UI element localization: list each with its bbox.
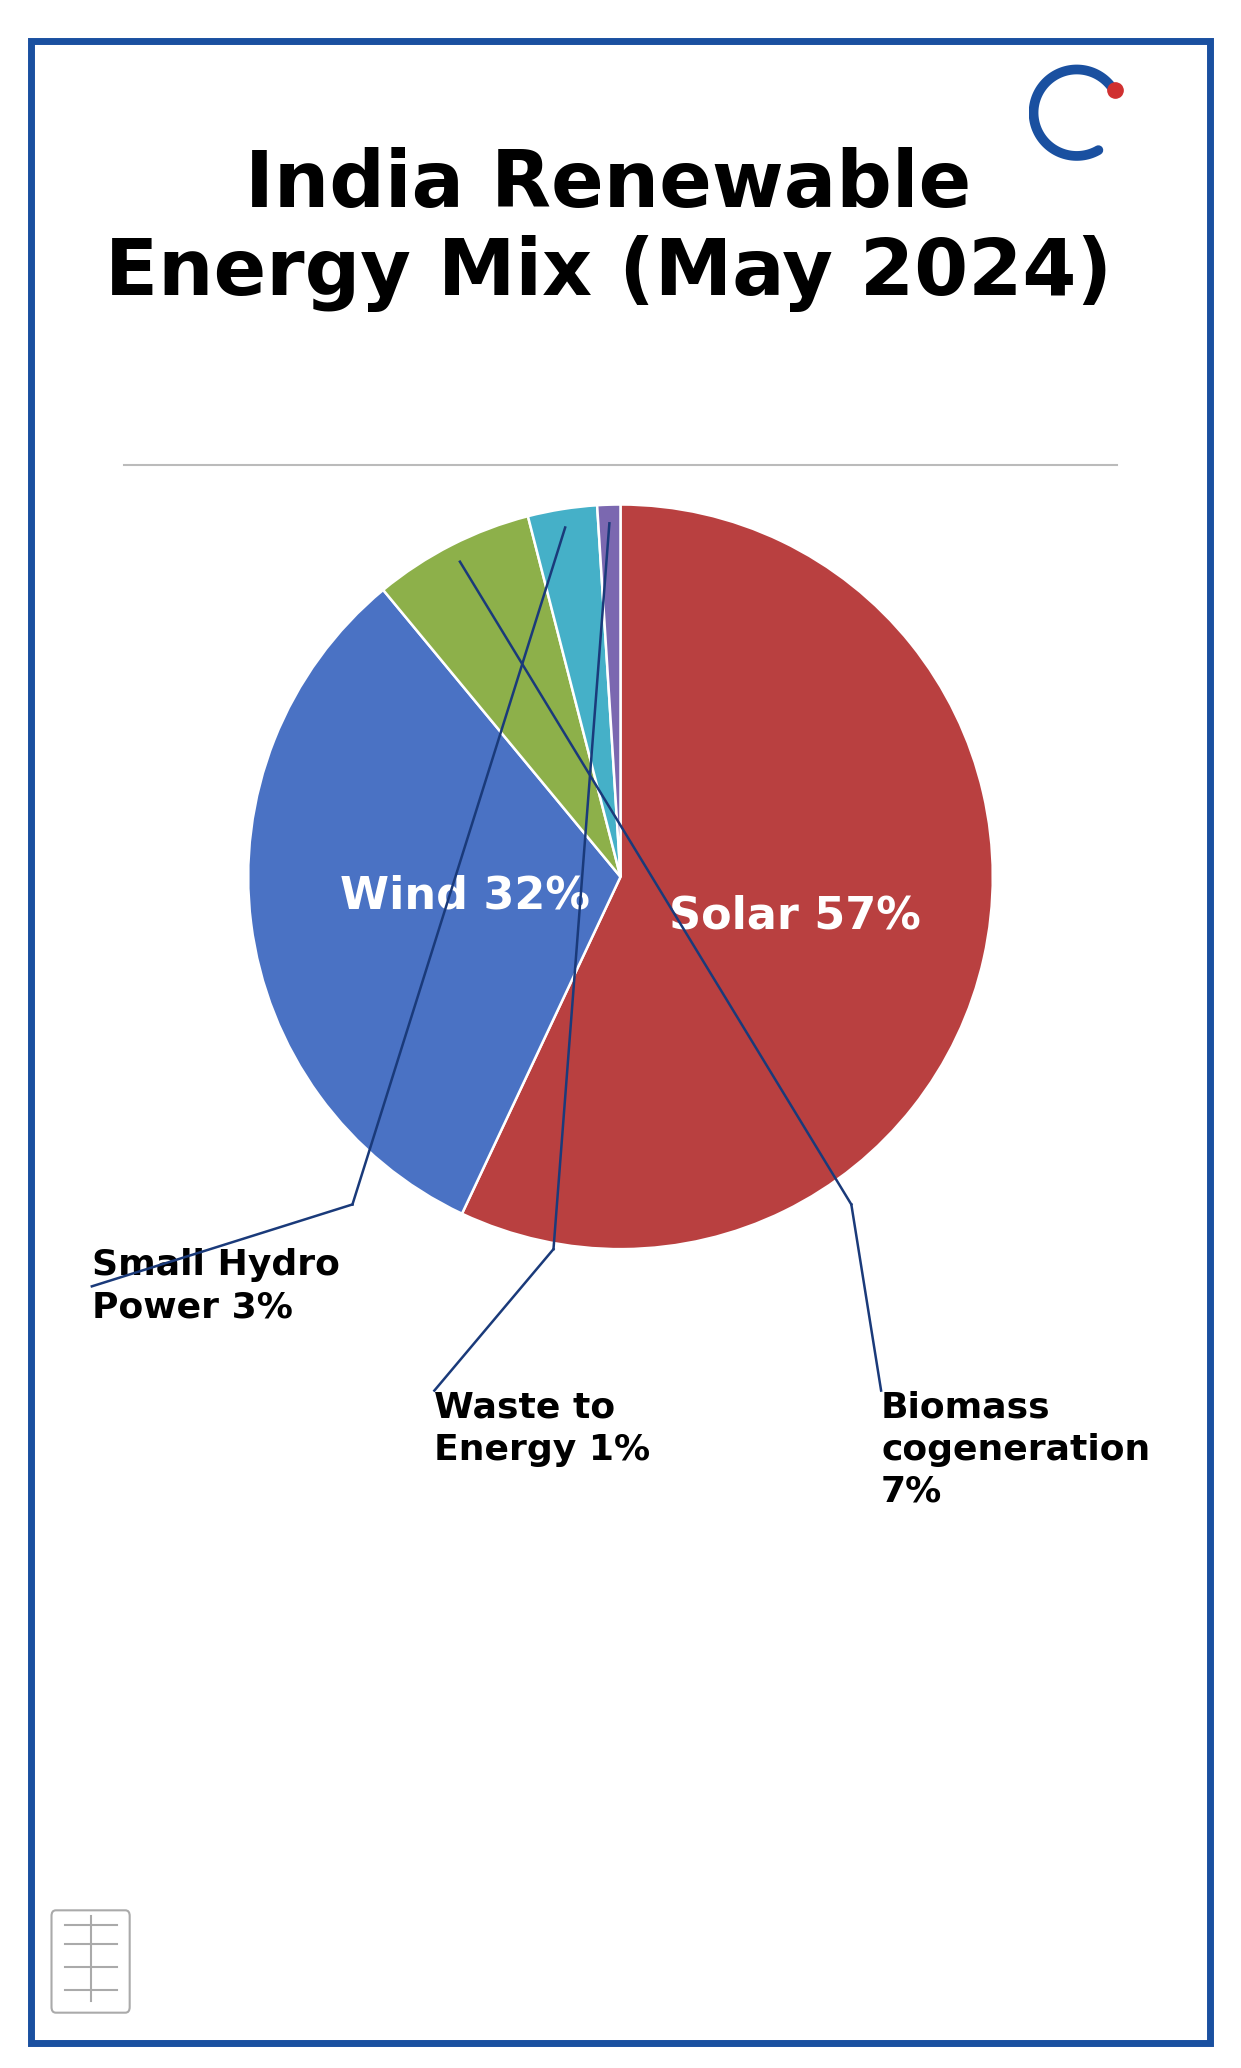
Text: Waste to
Energy 1%: Waste to Energy 1% (434, 1390, 650, 1466)
Wedge shape (383, 517, 620, 877)
Text: Biomass
cogeneration
7%: Biomass cogeneration 7% (881, 1390, 1150, 1510)
Wedge shape (248, 589, 620, 1214)
Wedge shape (527, 505, 620, 877)
Text: Small Hydro
Power 3%: Small Hydro Power 3% (92, 1249, 340, 1324)
Text: India Renewable
Energy Mix (May 2024): India Renewable Energy Mix (May 2024) (104, 147, 1112, 312)
Text: Wind 32%: Wind 32% (340, 875, 591, 918)
Wedge shape (462, 505, 993, 1249)
Text: Solar 57%: Solar 57% (669, 893, 921, 937)
Wedge shape (597, 505, 620, 877)
